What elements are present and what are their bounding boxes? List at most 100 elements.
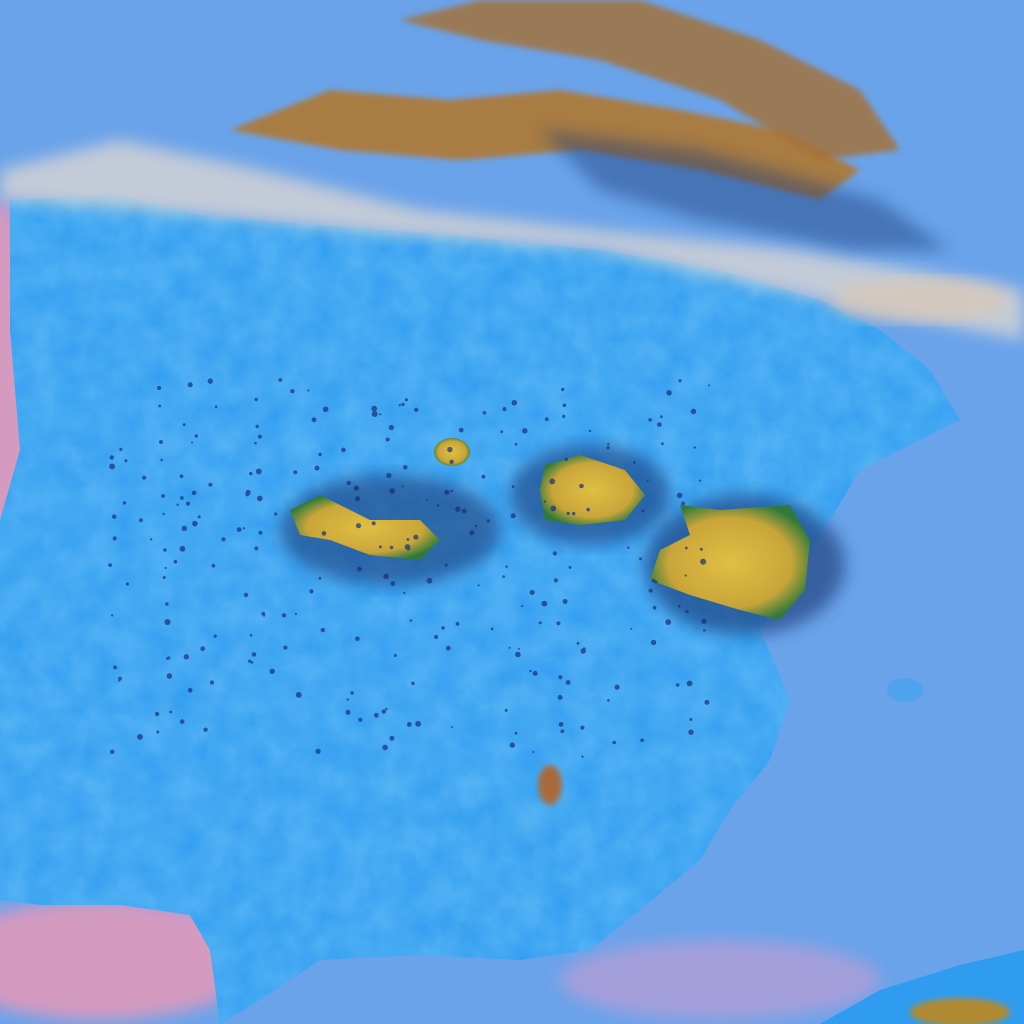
cumulus-dot	[652, 605, 657, 610]
cumulus-dot	[249, 471, 253, 476]
cumulus-dot	[688, 729, 694, 735]
cumulus-dot	[675, 683, 680, 687]
cumulus-dot	[125, 582, 129, 586]
cumulus-dot	[158, 404, 162, 408]
cumulus-dot	[358, 717, 363, 722]
cumulus-dot	[137, 734, 143, 740]
cumulus-dot	[163, 548, 167, 552]
cumulus-dot	[562, 403, 567, 408]
cumulus-dot	[274, 512, 278, 516]
cumulus-dot	[562, 599, 568, 604]
cumulus-dot	[169, 710, 173, 714]
cumulus-dot	[161, 494, 165, 498]
cumulus-dot	[164, 566, 167, 570]
cumulus-dot	[500, 430, 504, 434]
cumulus-dot	[565, 680, 571, 685]
cumulus-dot	[586, 507, 590, 512]
cumulus-dot	[690, 408, 697, 415]
cumulus-dot	[436, 504, 440, 507]
cumulus-dot	[108, 563, 112, 567]
cumulus-dot	[386, 472, 392, 479]
cumulus-dot	[156, 730, 160, 734]
cumulus-dot	[187, 688, 193, 693]
cumulus-dot	[455, 622, 460, 626]
cumulus-dot	[262, 614, 266, 617]
cumulus-dot	[564, 457, 568, 461]
cumulus-dot	[113, 665, 117, 670]
cumulus-dot	[213, 634, 217, 638]
cumulus-dot	[510, 513, 516, 519]
cumulus-dot	[544, 417, 549, 422]
cumulus-dot	[371, 521, 376, 526]
cumulus-dot	[119, 447, 123, 451]
cumulus-dot	[160, 458, 163, 462]
cumulus-dot	[633, 461, 636, 464]
cumulus-dot	[654, 580, 658, 584]
cumulus-dot	[401, 485, 404, 488]
cumulus-dot	[314, 465, 320, 471]
cumulus-dot	[511, 485, 515, 489]
cumulus-dot	[529, 589, 535, 596]
cumulus-dot	[357, 566, 362, 572]
cumulus-dot	[515, 651, 521, 658]
cumulus-dot	[309, 589, 314, 594]
cumulus-dot	[191, 441, 193, 444]
cumulus-dot	[257, 495, 263, 502]
cumulus-dot	[681, 501, 685, 506]
cumulus-dot	[322, 406, 329, 413]
cumulus-dot	[449, 459, 454, 464]
cumulus-dot	[255, 468, 262, 475]
cumulus-dot	[111, 614, 114, 617]
cumulus-dot	[708, 384, 711, 387]
cumulus-dot	[383, 573, 389, 580]
cumulus-dot	[385, 707, 388, 711]
cumulus-dot	[444, 563, 448, 567]
cumulus-dot	[704, 699, 710, 705]
cloud-cell-center	[540, 455, 645, 525]
cumulus-dot	[388, 424, 394, 431]
cloud-band-north	[230, 90, 860, 200]
cloud-northeast	[830, 278, 1010, 322]
cumulus-dot	[701, 618, 707, 625]
cumulus-dot	[532, 670, 538, 676]
cumulus-dot	[445, 645, 451, 651]
cumulus-dot	[581, 755, 584, 758]
cumulus-dot	[509, 742, 515, 748]
cumulus-dot	[447, 446, 453, 453]
cumulus-dot	[142, 475, 147, 480]
cumulus-dot	[382, 744, 388, 751]
cumulus-dot	[293, 470, 298, 475]
cumulus-dot	[157, 385, 162, 391]
cumulus-dot	[703, 629, 706, 632]
cumulus-dot	[403, 465, 408, 470]
cloud-africa	[910, 998, 1010, 1024]
cumulus-dot	[167, 656, 171, 660]
cumulus-dot	[425, 498, 428, 501]
cumulus-dot	[139, 518, 143, 523]
cumulus-dot	[444, 489, 450, 495]
cumulus-dot	[242, 527, 245, 530]
cumulus-dot	[389, 488, 395, 494]
cumulus-dot	[541, 600, 548, 607]
cumulus-dot	[401, 402, 405, 407]
cumulus-dot	[657, 422, 662, 427]
cumulus-dot	[164, 619, 171, 625]
land-texture	[0, 195, 960, 1024]
cumulus-dot	[409, 619, 413, 622]
cumulus-dot	[124, 459, 128, 463]
cumulus-dot	[607, 443, 610, 446]
cumulus-dot	[560, 729, 565, 734]
cumulus-dot	[678, 605, 681, 608]
cumulus-dot	[162, 512, 165, 516]
cumulus-dot	[406, 546, 411, 551]
cumulus-dot	[406, 538, 410, 541]
cumulus-dot	[469, 530, 475, 536]
cumulus-dot	[451, 726, 454, 729]
cumulus-dot	[179, 474, 184, 479]
cumulus-dot	[221, 537, 226, 542]
cumulus-dot	[353, 485, 360, 491]
cumulus-dot	[678, 379, 682, 383]
cumulus-dot	[176, 503, 179, 506]
cumulus-dot	[341, 447, 346, 453]
cumulus-dot	[254, 397, 258, 402]
